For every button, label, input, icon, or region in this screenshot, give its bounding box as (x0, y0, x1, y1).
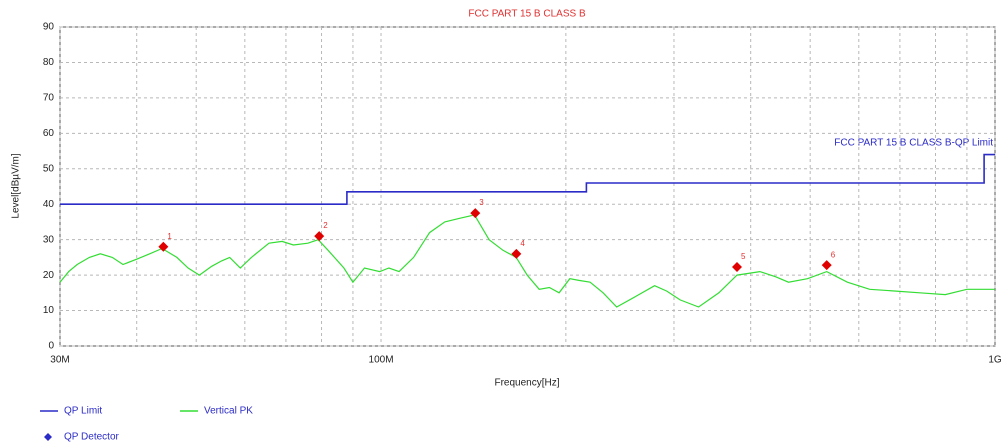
x-tick-label: 100M (369, 355, 394, 366)
point-label: 2 (323, 221, 328, 230)
y-tick-label: 60 (43, 128, 55, 139)
point-label: 6 (831, 250, 836, 259)
x-axis-label: Frequency[Hz] (494, 378, 559, 389)
x-tick-label: 1G (988, 355, 1002, 366)
detector-point (732, 261, 743, 272)
y-tick-label: 10 (43, 305, 55, 316)
detector-point (158, 241, 169, 252)
point-label: 5 (741, 252, 746, 261)
detector-point (470, 208, 481, 219)
legend-label: QP Detector (64, 432, 120, 443)
y-tick-label: 80 (43, 57, 55, 68)
point-label: 4 (520, 239, 525, 248)
legend-symbol (44, 433, 52, 441)
y-tick-label: 0 (48, 341, 54, 352)
plot-area (59, 26, 996, 347)
detector-point (821, 260, 832, 271)
point-label: 1 (167, 232, 172, 241)
y-tick-label: 50 (43, 163, 55, 174)
detector-point (511, 248, 522, 259)
detector-point (314, 231, 325, 242)
y-tick-label: 70 (43, 93, 55, 104)
y-axis-label: Level[dBµV/m] (11, 153, 22, 218)
y-tick-label: 30 (43, 234, 55, 245)
y-tick-label: 90 (43, 22, 55, 33)
y-tick-label: 20 (43, 270, 55, 281)
series-line (59, 214, 995, 308)
legend-label: QP Limit (64, 406, 102, 417)
y-tick-label: 40 (43, 199, 55, 210)
point-label: 3 (479, 198, 484, 207)
chart-title: FCC PART 15 B CLASS B (468, 9, 586, 20)
series-line (60, 153, 995, 205)
legend-label: Vertical PK (204, 406, 253, 417)
x-tick-label: 30M (50, 355, 69, 366)
limit-annotation: FCC PART 15 B CLASS B-QP Limit (834, 138, 993, 149)
